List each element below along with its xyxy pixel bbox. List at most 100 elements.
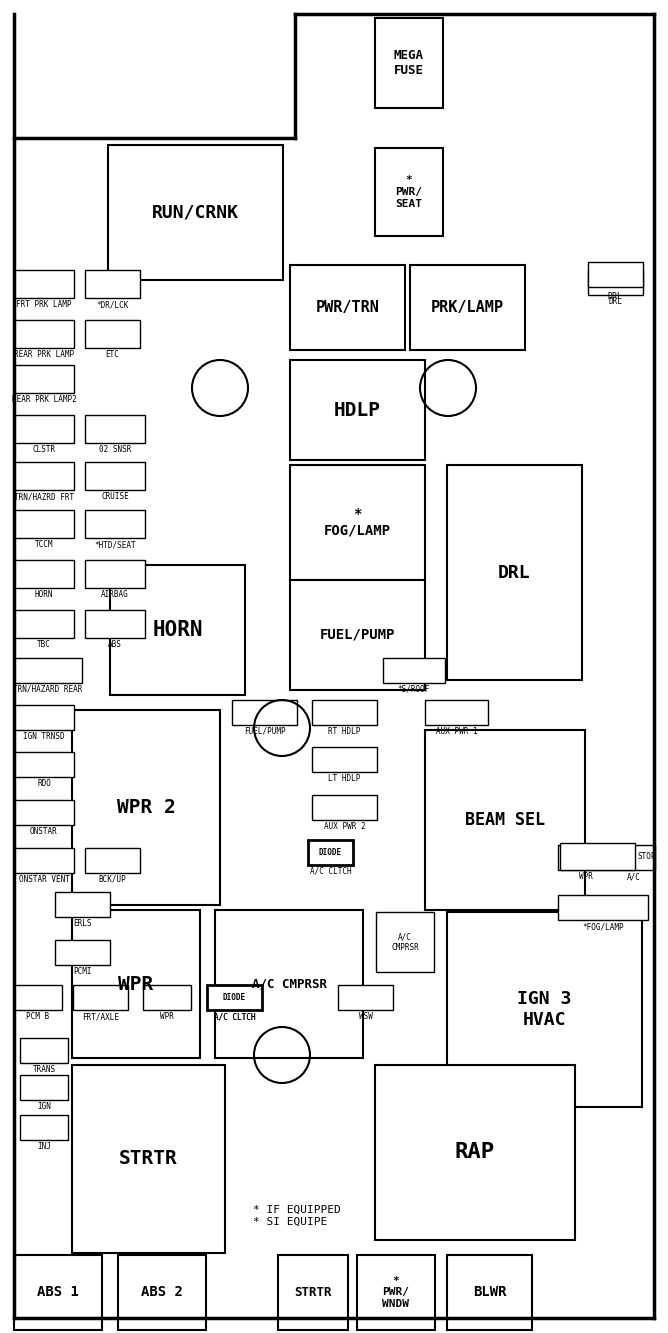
Text: BEAM SEL: BEAM SEL: [465, 810, 545, 829]
Bar: [14, 463, 74, 491]
Bar: [72, 1065, 225, 1253]
Text: HORN: HORN: [152, 620, 203, 640]
Bar: [85, 271, 140, 299]
Text: HDLP: HDLP: [334, 400, 381, 420]
Text: A/C CLTCH: A/C CLTCH: [310, 866, 351, 876]
Bar: [14, 271, 74, 299]
Bar: [14, 415, 74, 443]
Text: ABS 2: ABS 2: [141, 1285, 183, 1300]
Bar: [143, 985, 191, 1010]
Bar: [85, 560, 145, 588]
Bar: [55, 892, 110, 917]
Text: TCCM: TCCM: [35, 540, 53, 549]
Text: CLSTR: CLSTR: [33, 445, 55, 455]
Bar: [338, 985, 393, 1010]
Bar: [232, 700, 297, 725]
Text: ERLS: ERLS: [73, 918, 92, 928]
Text: A/C
CMPRSR: A/C CMPRSR: [391, 932, 419, 952]
Text: *FOG/LAMP: *FOG/LAMP: [582, 922, 624, 930]
Text: ONSTAR VENT: ONSTAR VENT: [19, 874, 69, 884]
Text: *DR/LCK: *DR/LCK: [96, 300, 129, 309]
Bar: [72, 910, 200, 1058]
Text: STOP: STOP: [637, 852, 655, 861]
Bar: [55, 940, 110, 965]
Bar: [14, 752, 74, 777]
Bar: [207, 985, 262, 1010]
Text: PCM B: PCM B: [27, 1012, 49, 1021]
Text: ONSTAR: ONSTAR: [30, 826, 58, 836]
Bar: [14, 1254, 102, 1330]
Text: WPR: WPR: [160, 1012, 174, 1021]
Bar: [308, 840, 353, 865]
Text: DIODE: DIODE: [319, 848, 342, 857]
Text: 02 SNSR: 02 SNSR: [99, 445, 131, 455]
Text: BCK/UP: BCK/UP: [99, 874, 126, 884]
Text: A/C CLTCH: A/C CLTCH: [214, 1012, 255, 1021]
Text: * IF EQUIPPED
* SI EQUIPE: * IF EQUIPPED * SI EQUIPE: [253, 1205, 341, 1226]
Bar: [14, 800, 74, 825]
Bar: [560, 842, 635, 870]
Bar: [312, 794, 377, 820]
Text: *
PWR/
SEAT: * PWR/ SEAT: [395, 176, 422, 208]
Text: INJ: INJ: [37, 1142, 51, 1150]
Text: FUEL/PUMP: FUEL/PUMP: [320, 628, 395, 643]
Text: BLWR: BLWR: [473, 1285, 506, 1300]
Bar: [108, 145, 283, 280]
Bar: [290, 360, 425, 460]
Bar: [425, 700, 488, 725]
Bar: [613, 845, 655, 870]
Bar: [290, 265, 405, 351]
Bar: [375, 148, 443, 236]
Text: REAR PRK LAMP2: REAR PRK LAMP2: [11, 395, 76, 404]
Text: DRL: DRL: [498, 564, 531, 581]
Bar: [14, 985, 62, 1010]
Bar: [410, 265, 525, 351]
Bar: [588, 271, 643, 295]
Bar: [20, 1074, 68, 1100]
Bar: [20, 1114, 68, 1140]
Text: DRL: DRL: [607, 292, 623, 301]
Bar: [447, 912, 642, 1106]
Text: AUX PWR 1: AUX PWR 1: [436, 726, 478, 736]
Bar: [357, 1254, 435, 1330]
Bar: [290, 465, 425, 580]
Text: *
FOG/LAMP: * FOG/LAMP: [324, 508, 391, 537]
Bar: [14, 659, 82, 682]
Bar: [14, 705, 74, 730]
Text: CRUISE: CRUISE: [101, 492, 129, 501]
Bar: [14, 320, 74, 348]
Text: RDO: RDO: [37, 778, 51, 788]
Text: RAP: RAP: [455, 1142, 495, 1162]
Text: FRT PRK LAMP: FRT PRK LAMP: [16, 300, 71, 309]
Text: A/C CLTCH: A/C CLTCH: [214, 1012, 255, 1021]
Text: ABS 1: ABS 1: [37, 1285, 79, 1300]
Text: PCMI: PCMI: [73, 966, 92, 976]
Text: IGN 3
HVAC: IGN 3 HVAC: [517, 990, 572, 1029]
Text: RT HDLP: RT HDLP: [328, 726, 361, 736]
Text: IGN TRNSD: IGN TRNSD: [23, 732, 65, 741]
Bar: [85, 848, 140, 873]
Text: TBC: TBC: [37, 640, 51, 649]
Bar: [85, 320, 140, 348]
Text: *
PWR/
WNDW: * PWR/ WNDW: [383, 1276, 409, 1309]
Text: HORN: HORN: [35, 591, 53, 599]
Text: DIODE: DIODE: [223, 993, 246, 1002]
Bar: [375, 19, 443, 108]
Bar: [447, 465, 582, 680]
Text: STRTR: STRTR: [294, 1286, 332, 1298]
Bar: [215, 910, 363, 1058]
Text: FUEL/PUMP: FUEL/PUMP: [244, 726, 285, 736]
Text: RUN/CRNK: RUN/CRNK: [152, 204, 239, 221]
Text: ABS: ABS: [108, 640, 122, 649]
Text: PRK/LAMP: PRK/LAMP: [431, 300, 504, 315]
Bar: [376, 912, 434, 972]
Text: ETC: ETC: [106, 351, 120, 359]
Bar: [290, 580, 425, 690]
Bar: [588, 263, 643, 287]
Text: FRT/AXLE: FRT/AXLE: [82, 1012, 119, 1021]
Bar: [312, 746, 377, 772]
Bar: [14, 365, 74, 393]
Text: PWR/TRN: PWR/TRN: [315, 300, 379, 315]
Bar: [14, 611, 74, 639]
Text: MEGA
FUSE: MEGA FUSE: [394, 49, 424, 77]
